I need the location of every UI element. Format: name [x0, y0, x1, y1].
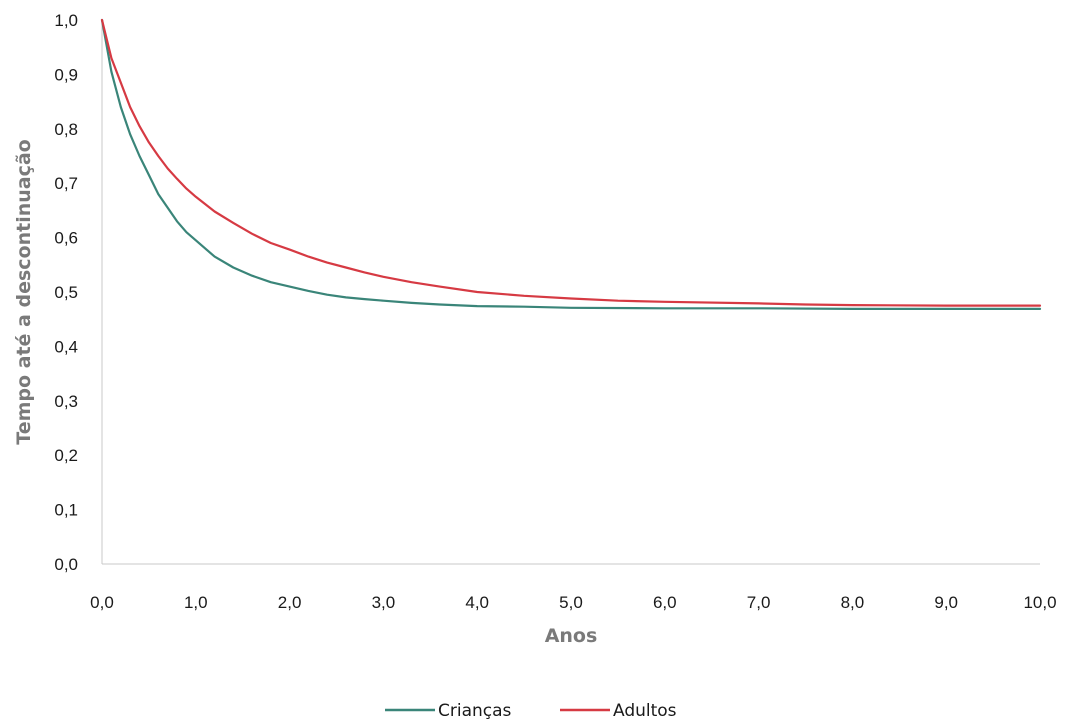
y-tick-label: 0,2 — [54, 446, 78, 465]
x-tick-label: 1,0 — [184, 593, 208, 612]
y-tick-label: 0,8 — [54, 120, 78, 139]
y-tick-label: 0,9 — [54, 65, 78, 84]
x-tick-label: 6,0 — [653, 593, 677, 612]
y-tick-label: 0,4 — [54, 337, 78, 356]
legend: Crianças Adultos — [385, 701, 677, 721]
series-line-adultos — [102, 20, 1040, 306]
y-tick-label: 1,0 — [54, 11, 78, 30]
y-tick-label: 0,6 — [54, 229, 78, 248]
series-line-criancas — [102, 20, 1040, 309]
y-tick-label: 0,3 — [54, 392, 78, 411]
y-tick-label: 0,1 — [54, 501, 78, 520]
x-tick-label: 10,0 — [1023, 593, 1056, 612]
x-tick-label: 8,0 — [841, 593, 865, 612]
legend-label: Crianças — [438, 701, 512, 721]
x-tick-label: 0,0 — [90, 593, 114, 612]
x-tick-label: 9,0 — [934, 593, 958, 612]
x-tick-label: 4,0 — [465, 593, 489, 612]
y-tick-label: 0,5 — [54, 283, 78, 302]
legend-label: Adultos — [613, 701, 677, 721]
y-tick-label: 0,7 — [54, 174, 78, 193]
x-tick-label: 2,0 — [278, 593, 302, 612]
y-tick-label: 0,0 — [54, 555, 78, 574]
x-tick-label: 5,0 — [559, 593, 583, 612]
x-tick-label: 3,0 — [372, 593, 396, 612]
y-axis-ticks: 0,0 0,1 0,2 0,3 0,4 0,5 0,6 0,7 0,8 0,9 1,0 — [54, 11, 78, 574]
x-tick-label: 7,0 — [747, 593, 771, 612]
y-axis-title: Tempo até a descontinuação — [13, 139, 35, 444]
x-axis-title: Anos — [545, 625, 598, 647]
x-axis-ticks: 0,0 1,0 2,0 3,0 4,0 5,0 6,0 7,0 8,0 9,0 10,0 — [90, 593, 1056, 612]
series-lines — [102, 20, 1040, 309]
